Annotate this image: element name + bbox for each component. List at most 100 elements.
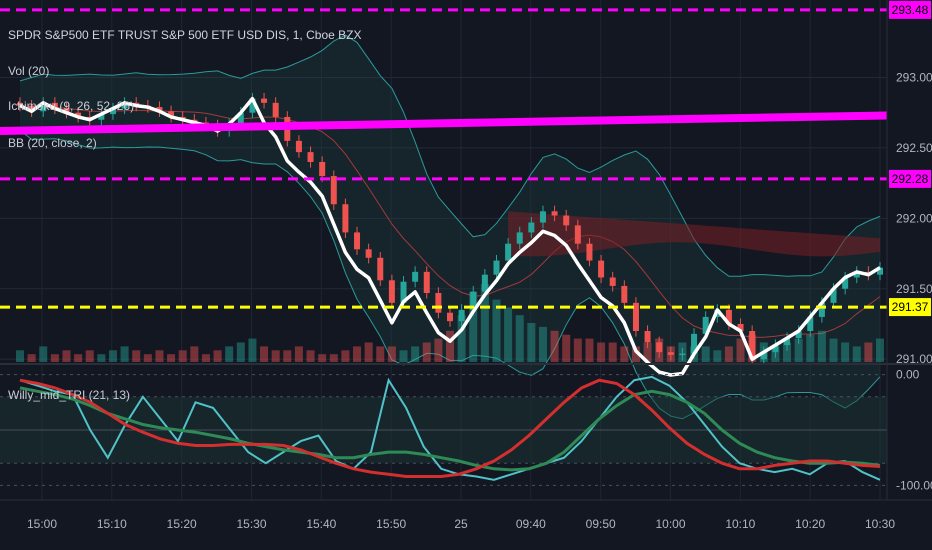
volume-bar [294,346,303,362]
candle-body [237,112,244,124]
grid-lines [0,0,887,500]
bb-upper [19,34,881,277]
volume-bar [701,346,710,362]
candle-body [109,108,116,115]
candle-body [679,353,686,356]
candle-body [621,285,628,303]
y-tick-label: 292.50 [896,141,932,155]
volume-bar [353,346,362,362]
candle-body [842,277,849,289]
volume-bar [411,346,420,362]
volume-bar [817,330,826,362]
volume-indicator-label[interactable]: Vol (20) [8,64,50,78]
volume-bar [585,338,594,362]
candle-body [481,274,488,292]
volume-bar [399,350,408,362]
price-label-bg [889,169,931,188]
candle-body [760,352,767,360]
candle-body [516,232,523,244]
x-tick-label: 25 [454,517,468,531]
volume-bar [538,326,547,362]
indicator-pane: 0.00 -100.00 [0,368,932,492]
candle-body [319,161,326,177]
trendline [0,111,888,135]
volume-bar [108,350,117,362]
volume-bar [167,354,176,362]
price-label: 293.48 [892,3,929,17]
candle-body [168,111,175,117]
symbol-title[interactable]: SPDR S&P500 ETF TRUST S&P 500 ETF USD DI… [8,28,362,42]
volume-bar [608,342,617,362]
volume-bar [50,354,59,362]
volume-bar [260,346,269,362]
volume-bar [783,342,792,362]
volume-bar [213,350,222,362]
bb-lower [19,130,881,420]
volume-bar [248,338,257,362]
x-tick-label: 15:50 [376,517,406,531]
x-tick-label: 15:30 [236,517,266,531]
candle-body [528,222,535,233]
candle-body [121,102,128,109]
willy-series-trigger [19,378,881,478]
candle-body [354,232,361,250]
x-tick-label: 09:40 [516,517,546,531]
volume-bar [736,338,745,362]
candle-body [632,302,639,332]
volume-bar [85,350,94,362]
volume-bar [434,338,443,362]
volume-bar [376,346,385,362]
candle-body [388,280,395,303]
candle-body [772,345,779,353]
candle-body [435,292,442,313]
candle-body [423,271,430,293]
volume-bar [864,342,873,362]
volume-bar [515,315,524,362]
price-label: 292.28 [892,172,929,186]
y-tick-label: 291.50 [896,282,932,296]
candle-body [539,211,546,223]
candle-body [586,243,593,261]
candle-body [551,211,558,216]
volume-bar [155,350,164,362]
candle-body [749,331,756,360]
volume-bar [364,342,373,362]
volume-bar [562,334,571,362]
candle-body [17,102,23,106]
ichimoku-indicator-label[interactable]: Ichimoku (9, 26, 52, 26) [8,99,135,113]
volume-bar [643,342,652,362]
volume-bar [597,342,606,362]
volume-bar [27,354,36,362]
volume-bar [318,354,327,362]
bollinger-indicator-label[interactable]: BB (20, close, 2) [8,136,97,150]
bollinger-bands [19,34,881,420]
willy-tick-label: -100.00 [896,478,932,492]
willy-series-fast [19,375,881,481]
candle-body [400,281,407,303]
volume-bar [724,346,733,362]
willy-tick-label: 0.00 [896,368,920,382]
x-tick-label: 10:00 [655,517,685,531]
candle-body [249,98,256,113]
x-tick-label: 10:30 [865,517,895,531]
cloud-area [508,211,880,257]
candle-body [493,260,500,275]
candle-body [737,323,744,332]
candle-body [853,271,860,278]
candle-body [51,102,58,109]
willy-indicator-label[interactable]: Willy_mid_TRI (21, 13) [8,388,131,402]
horizontal-levels[interactable]: 293.48 292.28 291.37 [0,0,931,317]
white-price-line [19,96,881,377]
candle-body [98,114,105,120]
volume-bar [271,350,280,362]
volume-bar [446,330,454,362]
candle-body [377,257,384,281]
volume-bar [422,342,431,362]
volume-bar [39,346,48,362]
candle-body [818,302,825,317]
candle-body [807,316,814,332]
x-tick-label: 15:00 [27,517,57,531]
volume-bar [480,284,489,362]
x-tick-label: 10:10 [725,517,755,531]
